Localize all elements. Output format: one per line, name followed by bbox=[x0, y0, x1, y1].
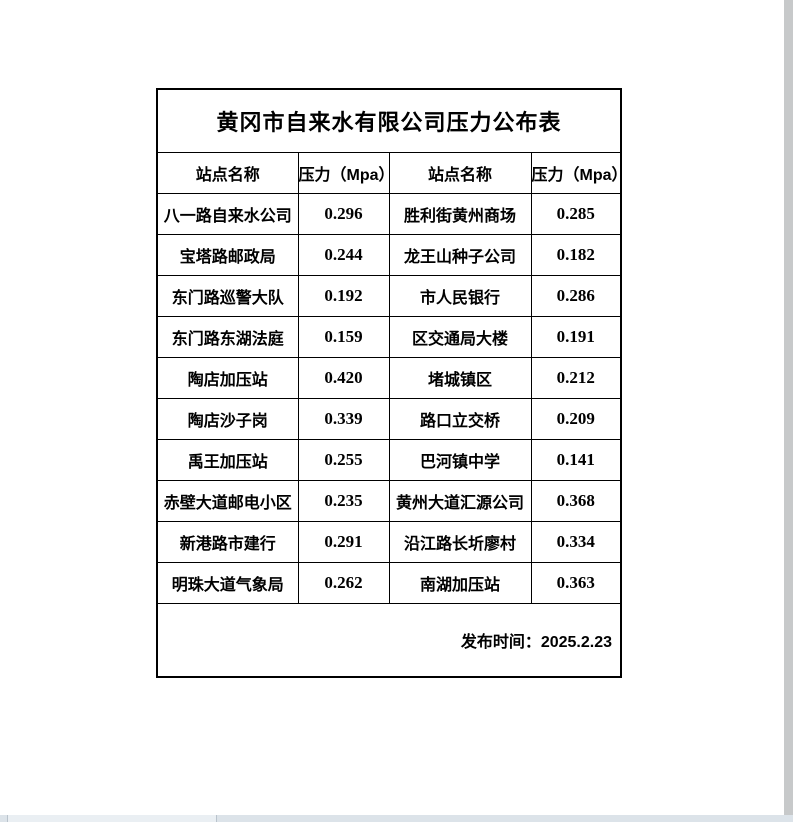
station-name-cell: 八一路自来水公司 bbox=[156, 193, 299, 235]
col-header-pressure-left: 压力（Mpa） bbox=[297, 152, 390, 194]
col-header-station-left: 站点名称 bbox=[156, 152, 299, 194]
table-row: 赤壁大道邮电小区 0.235 黄州大道汇源公司 0.368 bbox=[156, 480, 622, 522]
pressure-value-cell: 0.285 bbox=[530, 193, 622, 235]
station-name-cell: 龙王山种子公司 bbox=[388, 234, 532, 276]
table-row: 禹王加压站 0.255 巴河镇中学 0.141 bbox=[156, 439, 622, 481]
station-name-cell: 巴河镇中学 bbox=[388, 439, 532, 481]
station-name-cell: 黄州大道汇源公司 bbox=[388, 480, 532, 522]
pressure-value-cell: 0.209 bbox=[530, 398, 622, 440]
horizontal-scrollbar[interactable] bbox=[0, 815, 793, 822]
station-name-cell: 新港路市建行 bbox=[156, 521, 299, 563]
station-name-cell: 禹王加压站 bbox=[156, 439, 299, 481]
pressure-value-cell: 0.339 bbox=[297, 398, 390, 440]
col-header-pressure-right: 压力（Mpa） bbox=[530, 152, 622, 194]
table-header-row: 站点名称 压力（Mpa） 站点名称 压力（Mpa） bbox=[156, 152, 622, 194]
pressure-value-cell: 0.368 bbox=[530, 480, 622, 522]
pressure-value-cell: 0.191 bbox=[530, 316, 622, 358]
table-row: 八一路自来水公司 0.296 胜利街黄州商场 0.285 bbox=[156, 193, 622, 235]
pressure-value-cell: 0.291 bbox=[297, 521, 390, 563]
table-title-row: 黄冈市自来水有限公司压力公布表 bbox=[156, 88, 622, 153]
station-name-cell: 胜利街黄州商场 bbox=[388, 193, 532, 235]
pressure-value-cell: 0.212 bbox=[530, 357, 622, 399]
station-name-cell: 陶店加压站 bbox=[156, 357, 299, 399]
table-row: 东门路巡警大队 0.192 市人民银行 0.286 bbox=[156, 275, 622, 317]
station-name-cell: 陶店沙子岗 bbox=[156, 398, 299, 440]
table-title: 黄冈市自来水有限公司压力公布表 bbox=[156, 88, 622, 153]
station-name-cell: 东门路东湖法庭 bbox=[156, 316, 299, 358]
pressure-value-cell: 0.262 bbox=[297, 562, 390, 604]
col-header-station-right: 站点名称 bbox=[388, 152, 532, 194]
pressure-value-cell: 0.159 bbox=[297, 316, 390, 358]
pressure-value-cell: 0.141 bbox=[530, 439, 622, 481]
publish-date: 发布时间：2025.2.23 bbox=[156, 603, 622, 678]
station-name-cell: 市人民银行 bbox=[388, 275, 532, 317]
station-name-cell: 东门路巡警大队 bbox=[156, 275, 299, 317]
station-name-cell: 赤壁大道邮电小区 bbox=[156, 480, 299, 522]
station-name-cell: 明珠大道气象局 bbox=[156, 562, 299, 604]
pressure-value-cell: 0.296 bbox=[297, 193, 390, 235]
pressure-value-cell: 0.363 bbox=[530, 562, 622, 604]
pressure-value-cell: 0.286 bbox=[530, 275, 622, 317]
station-name-cell: 南湖加压站 bbox=[388, 562, 532, 604]
pressure-value-cell: 0.420 bbox=[297, 357, 390, 399]
pressure-table: 黄冈市自来水有限公司压力公布表 站点名称 压力（Mpa） 站点名称 压力（Mpa… bbox=[156, 88, 623, 678]
table-row: 东门路东湖法庭 0.159 区交通局大楼 0.191 bbox=[156, 316, 622, 358]
station-name-cell: 路口立交桥 bbox=[388, 398, 532, 440]
pressure-value-cell: 0.244 bbox=[297, 234, 390, 276]
station-name-cell: 沿江路长圻廖村 bbox=[388, 521, 532, 563]
table-row: 新港路市建行 0.291 沿江路长圻廖村 0.334 bbox=[156, 521, 622, 563]
station-name-cell: 宝塔路邮政局 bbox=[156, 234, 299, 276]
pressure-value-cell: 0.182 bbox=[530, 234, 622, 276]
pressure-value-cell: 0.255 bbox=[297, 439, 390, 481]
pressure-value-cell: 0.192 bbox=[297, 275, 390, 317]
table-footer-row: 发布时间：2025.2.23 bbox=[156, 603, 622, 678]
station-name-cell: 堵城镇区 bbox=[388, 357, 532, 399]
table-row: 明珠大道气象局 0.262 南湖加压站 0.363 bbox=[156, 562, 622, 604]
pressure-value-cell: 0.334 bbox=[530, 521, 622, 563]
horizontal-scrollbar-thumb[interactable] bbox=[7, 815, 217, 822]
table-row: 陶店加压站 0.420 堵城镇区 0.212 bbox=[156, 357, 622, 399]
table-row: 陶店沙子岗 0.339 路口立交桥 0.209 bbox=[156, 398, 622, 440]
vertical-scrollbar[interactable] bbox=[784, 0, 793, 815]
table-row: 宝塔路邮政局 0.244 龙王山种子公司 0.182 bbox=[156, 234, 622, 276]
station-name-cell: 区交通局大楼 bbox=[388, 316, 532, 358]
pressure-value-cell: 0.235 bbox=[297, 480, 390, 522]
